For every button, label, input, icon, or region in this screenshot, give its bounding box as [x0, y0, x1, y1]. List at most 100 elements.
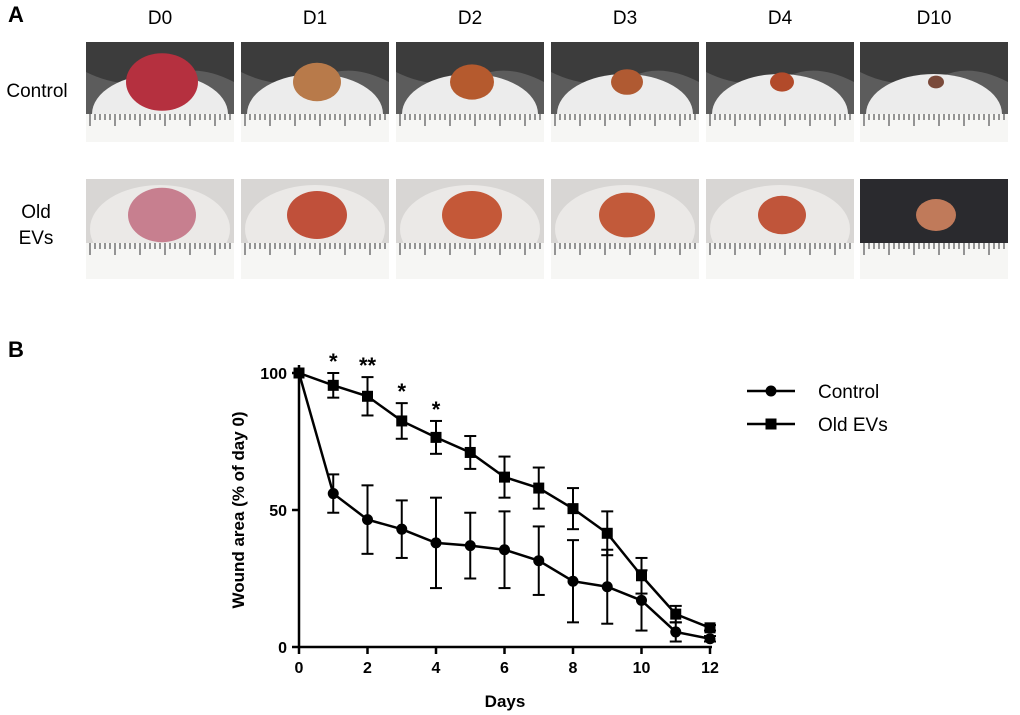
data-point-control — [499, 544, 510, 556]
wound-photo-image — [396, 179, 544, 279]
data-point-old-evs — [670, 608, 682, 620]
wound — [128, 187, 196, 243]
panel-a-label: A — [8, 2, 24, 27]
data-point-old-evs — [533, 482, 545, 494]
x-tick-label: 6 — [500, 660, 509, 677]
wound-photo-image — [86, 42, 234, 142]
legend-item-control: Control — [747, 382, 879, 403]
row-label-old-evs-line1: Old — [21, 202, 51, 223]
row-label-old-evs-line2: EVs — [18, 228, 54, 249]
wound-photo-image — [241, 179, 389, 279]
data-point-old-evs — [567, 503, 579, 515]
wound-photo-control-d3 — [551, 42, 699, 142]
wound — [916, 199, 956, 231]
wound — [770, 72, 794, 92]
significance-star: * — [397, 379, 406, 404]
data-point-control — [601, 581, 613, 593]
wound-photo-old-evs-d3 — [551, 179, 699, 279]
data-point-old-evs — [704, 622, 716, 634]
series-control — [293, 367, 716, 645]
data-point-old-evs — [293, 367, 305, 379]
day-label-d1: D1 — [302, 8, 328, 29]
wound-photo-image — [241, 42, 389, 142]
wound-photo-image — [396, 42, 544, 142]
wound-photo-control-d1 — [241, 42, 389, 142]
day-label-d4: D4 — [767, 8, 793, 29]
data-point-control — [362, 514, 373, 526]
series-line-old-evs — [298, 371, 711, 629]
wound-photo-image — [706, 42, 854, 142]
wound-photo-control-d4 — [706, 42, 854, 142]
significance-star: * — [329, 349, 338, 374]
series-layer — [293, 367, 716, 645]
axis-ticks: 0 2 4 6 8 10 12 0 50 100 — [260, 366, 719, 677]
chart-legend: Control Old EVs — [747, 382, 888, 436]
y-tick-label: 100 — [260, 366, 287, 383]
fur-dark — [241, 42, 389, 84]
wound-photo-old-evs-d10 — [860, 179, 1008, 279]
fur-dark — [551, 42, 699, 84]
data-point-old-evs — [601, 527, 613, 539]
legend-label-control: Control — [818, 382, 879, 403]
x-tick-label: 12 — [701, 660, 719, 677]
wound — [287, 191, 347, 239]
y-axis-title: Wound area (% of day 0) — [229, 411, 248, 608]
row-label-old-evs: Old EVs — [12, 200, 60, 252]
x-tick-label: 8 — [569, 660, 578, 677]
day-label-d2: D2 — [457, 8, 483, 29]
wound — [442, 191, 502, 239]
x-tick-label: 4 — [432, 660, 441, 677]
wound-photo-image — [706, 179, 854, 279]
wound — [758, 195, 806, 235]
wound — [126, 53, 198, 111]
wound-photo-image — [860, 179, 1008, 279]
significance-star: * — [432, 397, 441, 422]
wound-photo-control-d0 — [86, 42, 234, 142]
wound — [599, 192, 655, 238]
significance-star: ** — [359, 353, 377, 378]
day-label-d0: D0 — [147, 8, 173, 29]
y-tick-label: 50 — [269, 503, 287, 520]
data-point-control — [670, 626, 682, 638]
data-point-old-evs — [464, 446, 476, 458]
wound — [928, 75, 944, 89]
day-label-d10: D10 — [916, 8, 952, 29]
fur-dark — [396, 42, 544, 84]
data-point-control — [396, 523, 408, 535]
fur-dark — [860, 42, 1008, 84]
legend-label-old-evs: Old EVs — [818, 415, 888, 436]
data-point-old-evs — [499, 471, 510, 483]
legend-marker-old-evs — [765, 418, 777, 430]
wound-area-chart: 0 2 4 6 8 10 12 0 50 100 Days Wound area (% of da… — [229, 349, 888, 711]
wound-photo-image — [86, 179, 234, 279]
wound-photo-control-d10 — [860, 42, 1008, 142]
data-point-old-evs — [327, 379, 339, 391]
wound-photo-image — [551, 42, 699, 142]
data-point-control — [567, 575, 579, 587]
wound-photo-image — [551, 179, 699, 279]
data-point-old-evs — [430, 431, 442, 443]
series-line-control — [297, 372, 711, 641]
series-old-evs — [293, 367, 716, 634]
wound-photo-image — [860, 42, 1008, 142]
data-point-control — [464, 540, 476, 552]
data-point-control — [704, 633, 716, 645]
data-point-control — [636, 594, 647, 606]
x-tick-label: 10 — [633, 660, 651, 677]
panel-b-label: B — [8, 337, 24, 362]
row-label-control: Control — [2, 79, 72, 105]
day-label-d3: D3 — [612, 8, 638, 29]
data-point-control — [533, 555, 545, 567]
x-tick-label: 0 — [295, 660, 304, 677]
legend-item-old-evs: Old EVs — [747, 415, 888, 436]
x-axis-title: Days — [485, 692, 526, 711]
wound — [611, 69, 643, 95]
data-point-control — [430, 537, 442, 549]
wound-photo-old-evs-d4 — [706, 179, 854, 279]
wound — [450, 64, 494, 100]
data-point-old-evs — [396, 415, 408, 427]
data-point-old-evs — [636, 570, 647, 582]
significance-annotations: * **** — [329, 349, 441, 422]
chart-axes — [297, 365, 712, 649]
wound — [293, 62, 341, 102]
